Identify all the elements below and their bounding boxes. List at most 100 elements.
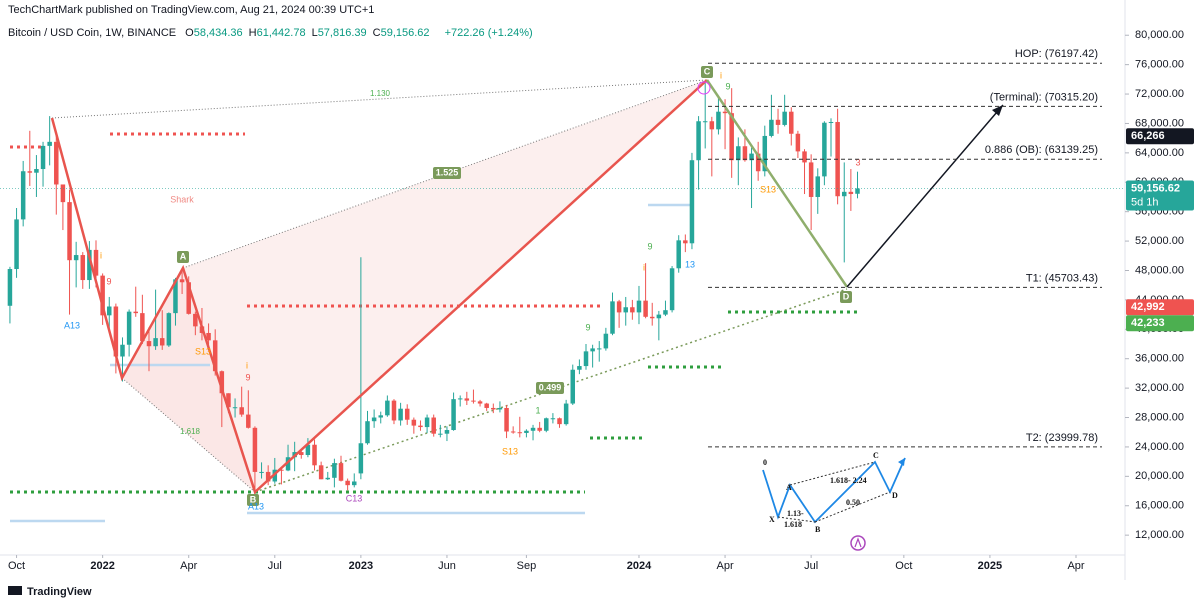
ratio-line [254, 288, 848, 493]
point-box [177, 251, 189, 263]
y-tick-label: 16,000.00 [1135, 500, 1184, 512]
projection-arrow [846, 104, 1004, 288]
td-label: 9 [106, 276, 111, 286]
candle-body [603, 333, 609, 349]
candle-body [186, 282, 191, 314]
candle-body [246, 414, 251, 428]
candle-body [828, 121, 834, 123]
candle-body [736, 146, 741, 161]
x-tick-label: Apr [180, 560, 197, 572]
candle-body [265, 471, 271, 482]
candle-body [663, 310, 668, 315]
price-badge [1126, 299, 1194, 316]
candle-body [775, 119, 781, 125]
candle-body [312, 444, 317, 466]
target-label: (Terminal): (70315.20) [990, 91, 1098, 103]
candle-body [212, 340, 218, 372]
candle-body [762, 135, 768, 172]
y-tick-label: 76,000.00 [1135, 59, 1184, 71]
inset-label: 1.13- [787, 509, 804, 518]
ohlc-key: L [311, 27, 318, 39]
td-label: i [100, 250, 102, 260]
candle-body [404, 408, 410, 420]
candle-body [610, 301, 615, 334]
candle-body [14, 219, 19, 270]
candle-body [471, 400, 476, 402]
candle-body [232, 407, 238, 409]
candle-body [643, 300, 648, 317]
candle-body [510, 431, 516, 433]
candle-body [299, 452, 304, 456]
y-tick-label: 36,000.00 [1135, 353, 1184, 365]
y-tick-label: 20,000.00 [1135, 470, 1184, 482]
candle-body [438, 433, 443, 435]
candle-body [54, 141, 59, 185]
x-tick-label: Jun [438, 560, 456, 572]
candle-body [73, 255, 79, 261]
candle-body [418, 425, 423, 428]
candle-body [855, 188, 860, 194]
candle-body [285, 457, 291, 471]
x-tick-label: 2025 [978, 560, 1002, 572]
candle-body [649, 316, 655, 319]
td-label: C13 [346, 493, 363, 503]
inset-label: 1.618 [784, 520, 802, 529]
candle-body [219, 371, 225, 394]
candle-body [87, 249, 92, 281]
candle-body [444, 430, 450, 434]
inset-label: 0 [763, 458, 767, 467]
td-label: i [643, 262, 645, 272]
td-label: 3 [855, 157, 860, 167]
point-box [247, 494, 259, 506]
pattern-leg [50, 79, 708, 495]
y-tick-label: 52,000.00 [1135, 235, 1184, 247]
td-label: 1 [535, 405, 540, 415]
candle-body [352, 481, 357, 486]
candle-body [385, 400, 390, 416]
candle-body [563, 403, 569, 425]
candle-body [755, 153, 761, 172]
point-label: D [843, 291, 850, 301]
inset-label: D [892, 491, 898, 500]
ohlc-legend: O58,434.36 H61,442.78 L57,816.39 C59,156.62 [185, 27, 435, 39]
candle-body [239, 407, 244, 415]
candle-body [345, 480, 350, 486]
candle-body [557, 418, 562, 425]
ratio-line [121, 377, 256, 493]
candle-body [7, 269, 13, 306]
y-tick-label: 80,000.00 [1135, 29, 1184, 41]
inset-label: B [815, 525, 821, 534]
candle-body [789, 111, 794, 134]
y-tick-label: 64,000.00 [1135, 147, 1184, 159]
candle-body [424, 417, 430, 428]
y-tick-label: 28,000.00 [1135, 411, 1184, 423]
td-label: 13 [685, 259, 695, 269]
candle-body [107, 306, 112, 316]
publisher: TechChartMark published on TradingView.c… [8, 4, 375, 16]
inset-label: C [873, 451, 879, 460]
candle-body [259, 471, 264, 473]
candle-body [140, 313, 145, 342]
td-label: S13 [195, 346, 211, 356]
marker [697, 81, 711, 95]
pattern: Shark 1.130 1.525 0.499 1.618 A C D B A1… [50, 48, 1102, 511]
candle-body [146, 341, 152, 347]
candle-body [822, 122, 827, 177]
candle-body [179, 279, 185, 283]
candle-body [120, 344, 125, 357]
candle-body [802, 151, 807, 163]
price-badge-label: 66,266 [1131, 130, 1165, 142]
candle-body [100, 275, 105, 316]
x-tick-label: 2022 [90, 560, 114, 572]
candle-body [616, 301, 622, 313]
candle-body [524, 430, 529, 433]
inset-arrow [898, 458, 905, 466]
candle-body [279, 469, 284, 471]
candle-body [742, 146, 748, 161]
td-label: S13 [502, 446, 518, 456]
candle-body [206, 332, 211, 341]
ratio-label: 0.499 [539, 382, 562, 392]
x-tick-label: Jul [268, 560, 282, 572]
candle-body [808, 162, 814, 197]
x-tick-label: Jul [804, 560, 818, 572]
